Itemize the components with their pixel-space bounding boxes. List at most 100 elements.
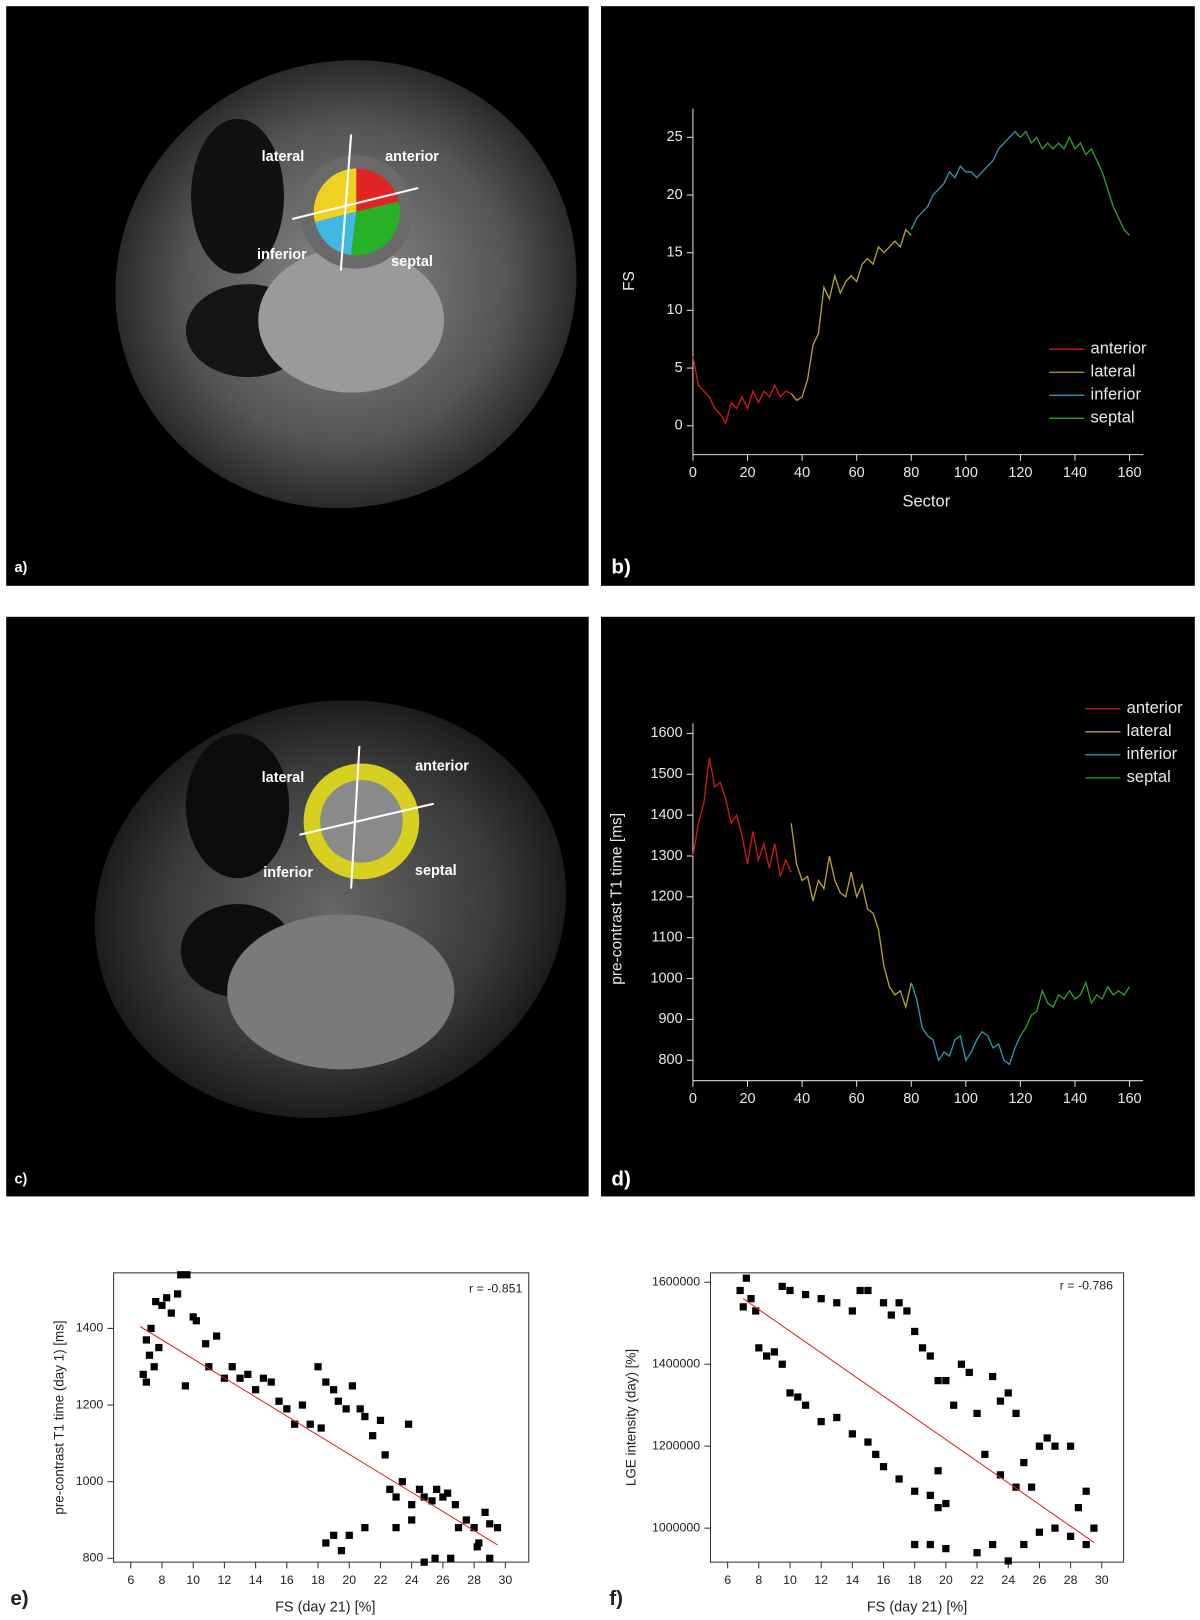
x-tick-label: 30 — [1095, 1573, 1109, 1587]
scatter-point — [864, 1438, 872, 1446]
x-tick-label: 16 — [877, 1573, 891, 1587]
divider — [339, 134, 353, 271]
scatter-point — [415, 1485, 424, 1493]
y-axis-label: pre-contrast T1 time [ms] — [609, 813, 626, 985]
scatter-point — [408, 1516, 416, 1524]
x-axis-label: FS (day 21) [%] — [867, 1599, 967, 1615]
scatter-point — [996, 1397, 1005, 1405]
scatter-point — [801, 1290, 810, 1299]
plot-frame — [113, 1272, 530, 1563]
x-tick-label: 14 — [249, 1573, 263, 1587]
scatter-point — [236, 1374, 244, 1382]
scatter-point — [428, 1497, 436, 1505]
region-label: anterior — [385, 149, 439, 165]
scatter-point — [420, 1558, 428, 1566]
scatter-point — [1012, 1409, 1020, 1418]
scatter-point — [942, 1499, 950, 1508]
y-tick-label: 10 — [667, 302, 683, 318]
y-tick-label: 1400 — [650, 807, 682, 823]
scatter-point — [848, 1430, 856, 1438]
x-tick-label: 14 — [845, 1573, 859, 1587]
scatter-point — [752, 1307, 760, 1315]
x-tick-label: 40 — [794, 1091, 810, 1107]
panel-d — [601, 616, 1195, 1197]
y-tick-label: 1500 — [650, 766, 682, 782]
lung — [191, 118, 284, 274]
scatter-point — [473, 1543, 481, 1551]
y-tick-label: 900 — [658, 1011, 682, 1027]
x-tick-label: 20 — [939, 1573, 953, 1587]
scatter-point — [163, 1294, 171, 1302]
scatter-point — [392, 1524, 400, 1532]
x-tick-label: 6 — [127, 1573, 134, 1587]
scatter-point — [879, 1299, 888, 1307]
scatter-point — [965, 1368, 973, 1377]
scatter-point — [420, 1493, 428, 1501]
scatter-point — [747, 1295, 755, 1303]
panel-label: c) — [14, 1172, 27, 1188]
series-line — [1019, 130, 1131, 236]
scatter-point — [342, 1405, 350, 1413]
x-tick-label: 22 — [374, 1573, 388, 1587]
scatter-point — [481, 1508, 489, 1516]
panel-label: a) — [14, 560, 27, 576]
scatter-point — [786, 1389, 794, 1397]
scatter-point — [330, 1386, 338, 1394]
scatter-point — [1043, 1434, 1051, 1442]
region-label: inferior — [263, 865, 313, 881]
y-tick-label: 1200 — [76, 1397, 104, 1411]
scatter-point — [879, 1463, 888, 1471]
scatter-point — [150, 1363, 158, 1371]
lung — [185, 733, 290, 879]
x-tick-label: 24 — [405, 1573, 419, 1587]
scatter-point — [167, 1309, 175, 1317]
scatter-point — [189, 1313, 197, 1321]
x-tick-label: 160 — [1117, 465, 1141, 481]
scatter-point — [369, 1432, 377, 1440]
x-tick-label: 18 — [311, 1573, 325, 1587]
scatter-point — [183, 1271, 191, 1279]
scatter-point — [1082, 1487, 1090, 1495]
x-tick-label: 10 — [783, 1573, 797, 1587]
x-tick-label: 160 — [1117, 1091, 1141, 1107]
scatter-point — [801, 1401, 810, 1409]
y-tick-label: 1200000 — [652, 1438, 700, 1452]
y-tick-label: 1400 — [76, 1321, 104, 1335]
scatter-point — [244, 1370, 252, 1379]
x-axis-label: Sector — [902, 491, 950, 510]
scatter-point — [856, 1286, 864, 1295]
scatter-point — [1020, 1540, 1028, 1549]
x-tick-label: 40 — [794, 465, 810, 481]
scatter-point — [1004, 1557, 1012, 1565]
liver — [258, 247, 445, 393]
scatter-point — [934, 1504, 942, 1512]
scatter-point — [934, 1377, 942, 1385]
series-line — [910, 130, 1021, 230]
scatter-point — [872, 1450, 880, 1458]
scatter-point — [1012, 1483, 1020, 1491]
scatter-point — [212, 1332, 221, 1340]
x-tick-label: 18 — [908, 1573, 922, 1587]
scatter-point — [451, 1501, 460, 1509]
scatter-point — [778, 1282, 786, 1290]
scatter-point — [786, 1286, 794, 1295]
annotation: r = -0.851 — [469, 1282, 522, 1296]
y-tick-label: 1000 — [650, 970, 682, 986]
scatter-point — [942, 1545, 950, 1553]
scatter-point — [911, 1487, 919, 1495]
scatter-point — [911, 1327, 919, 1336]
scatter-point — [973, 1549, 981, 1557]
scatter-point — [817, 1417, 825, 1426]
scatter-point — [386, 1485, 394, 1493]
series-line — [790, 823, 912, 1010]
x-tick-label: 30 — [498, 1573, 512, 1587]
scatter-point — [942, 1377, 950, 1385]
scatter-point — [1035, 1528, 1044, 1536]
region-label: anterior — [415, 758, 469, 774]
scatter-point — [152, 1297, 160, 1306]
legend-label: septal — [1127, 767, 1171, 786]
x-tick-label: 12 — [218, 1573, 232, 1587]
scatter-point — [192, 1317, 200, 1325]
scatter-point — [173, 1290, 182, 1298]
